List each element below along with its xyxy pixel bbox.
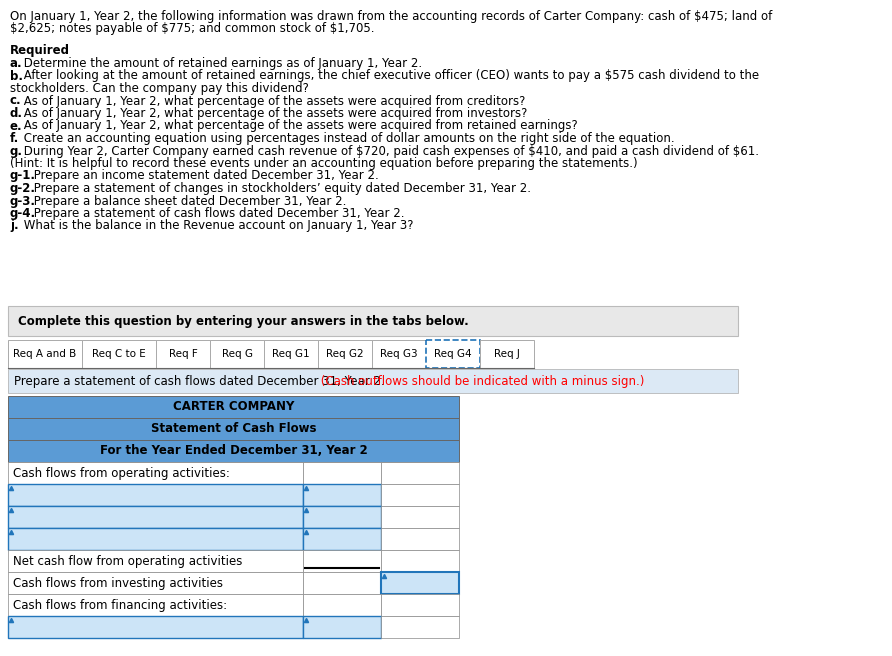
FancyBboxPatch shape	[381, 462, 459, 484]
FancyBboxPatch shape	[381, 528, 459, 550]
Text: Prepare a statement of cash flows dated December 31, Year 2.: Prepare a statement of cash flows dated …	[30, 207, 404, 220]
Text: g-3.: g-3.	[10, 194, 36, 207]
FancyBboxPatch shape	[8, 572, 303, 594]
Text: Req G1: Req G1	[272, 349, 310, 359]
Text: Net cash flow from operating activities: Net cash flow from operating activities	[13, 554, 243, 567]
FancyBboxPatch shape	[8, 418, 459, 440]
FancyBboxPatch shape	[381, 572, 459, 594]
FancyBboxPatch shape	[8, 506, 303, 528]
Text: For the Year Ended December 31, Year 2: For the Year Ended December 31, Year 2	[100, 445, 368, 457]
Text: Req G4: Req G4	[434, 349, 472, 359]
Text: Req G: Req G	[221, 349, 252, 359]
Text: f.: f.	[10, 132, 20, 145]
Text: g.: g.	[10, 144, 23, 157]
Text: Req C to E: Req C to E	[92, 349, 146, 359]
Text: As of January 1, Year 2, what percentage of the assets were acquired from credit: As of January 1, Year 2, what percentage…	[20, 94, 525, 108]
Text: Cash flows from investing activities: Cash flows from investing activities	[13, 577, 223, 590]
FancyBboxPatch shape	[8, 340, 82, 368]
FancyBboxPatch shape	[8, 462, 303, 484]
Text: (Hint: It is helpful to record these events under an accounting equation before : (Hint: It is helpful to record these eve…	[10, 157, 638, 170]
FancyBboxPatch shape	[303, 594, 381, 616]
Text: j.: j.	[10, 220, 19, 232]
Text: On January 1, Year 2, the following information was drawn from the accounting re: On January 1, Year 2, the following info…	[10, 10, 772, 23]
FancyBboxPatch shape	[8, 484, 303, 506]
FancyBboxPatch shape	[381, 506, 459, 528]
Text: d.: d.	[10, 107, 23, 120]
FancyBboxPatch shape	[8, 616, 303, 638]
Text: After looking at the amount of retained earnings, the chief executive officer (C: After looking at the amount of retained …	[20, 70, 759, 83]
Text: a.: a.	[10, 57, 22, 70]
FancyBboxPatch shape	[8, 369, 738, 393]
Text: Prepare a statement of changes in stockholders’ equity dated December 31, Year 2: Prepare a statement of changes in stockh…	[30, 182, 531, 195]
Text: Required: Required	[10, 44, 70, 57]
FancyBboxPatch shape	[372, 340, 426, 368]
Text: As of January 1, Year 2, what percentage of the assets were acquired from invest: As of January 1, Year 2, what percentage…	[20, 107, 527, 120]
FancyBboxPatch shape	[480, 340, 534, 368]
FancyBboxPatch shape	[303, 528, 381, 550]
FancyBboxPatch shape	[8, 306, 738, 336]
Text: g-2.: g-2.	[10, 182, 36, 195]
FancyBboxPatch shape	[426, 340, 480, 368]
Text: Prepare an income statement dated December 31, Year 2.: Prepare an income statement dated Decemb…	[30, 169, 379, 182]
Text: Cash flows from financing activities:: Cash flows from financing activities:	[13, 598, 227, 611]
FancyBboxPatch shape	[303, 550, 381, 572]
FancyBboxPatch shape	[303, 484, 381, 506]
FancyBboxPatch shape	[8, 528, 303, 550]
Text: e.: e.	[10, 119, 22, 133]
Text: c.: c.	[10, 94, 21, 108]
Text: g-1.: g-1.	[10, 169, 36, 182]
FancyBboxPatch shape	[8, 550, 303, 572]
Text: b.: b.	[10, 70, 23, 83]
Text: Determine the amount of retained earnings as of January 1, Year 2.: Determine the amount of retained earning…	[20, 57, 422, 70]
Text: stockholders. Can the company pay this dividend?: stockholders. Can the company pay this d…	[10, 82, 309, 95]
Text: What is the balance in the Revenue account on January 1, Year 3?: What is the balance in the Revenue accou…	[20, 220, 414, 232]
Text: Req A and B: Req A and B	[13, 349, 77, 359]
Text: Req F: Req F	[169, 349, 197, 359]
Text: CARTER COMPANY: CARTER COMPANY	[173, 401, 294, 413]
Text: Prepare a statement of cash flows dated December 31, Year 2.: Prepare a statement of cash flows dated …	[14, 375, 384, 388]
Text: Cash flows from operating activities:: Cash flows from operating activities:	[13, 466, 230, 480]
Text: Statement of Cash Flows: Statement of Cash Flows	[151, 422, 317, 436]
Text: Req G2: Req G2	[326, 349, 364, 359]
Text: As of January 1, Year 2, what percentage of the assets were acquired from retain: As of January 1, Year 2, what percentage…	[20, 119, 578, 133]
Text: $2,625; notes payable of $775; and common stock of $1,705.: $2,625; notes payable of $775; and commo…	[10, 22, 375, 35]
FancyBboxPatch shape	[156, 340, 210, 368]
FancyBboxPatch shape	[381, 594, 459, 616]
FancyBboxPatch shape	[318, 340, 372, 368]
FancyBboxPatch shape	[82, 340, 156, 368]
FancyBboxPatch shape	[303, 572, 381, 594]
FancyBboxPatch shape	[303, 462, 381, 484]
Text: Prepare a balance sheet dated December 31, Year 2.: Prepare a balance sheet dated December 3…	[30, 194, 346, 207]
Text: Create an accounting equation using percentages instead of dollar amounts on the: Create an accounting equation using perc…	[20, 132, 674, 145]
FancyBboxPatch shape	[8, 440, 459, 462]
Text: Req G3: Req G3	[380, 349, 417, 359]
FancyBboxPatch shape	[381, 484, 459, 506]
FancyBboxPatch shape	[303, 506, 381, 528]
FancyBboxPatch shape	[381, 550, 459, 572]
FancyBboxPatch shape	[210, 340, 264, 368]
Text: Req J: Req J	[494, 349, 520, 359]
FancyBboxPatch shape	[381, 616, 459, 638]
Text: (Cash outflows should be indicated with a minus sign.): (Cash outflows should be indicated with …	[317, 375, 644, 388]
FancyBboxPatch shape	[303, 616, 381, 638]
FancyBboxPatch shape	[8, 594, 303, 616]
Text: During Year 2, Carter Company earned cash revenue of $720, paid cash expenses of: During Year 2, Carter Company earned cas…	[20, 144, 759, 157]
FancyBboxPatch shape	[264, 340, 318, 368]
Text: Complete this question by entering your answers in the tabs below.: Complete this question by entering your …	[18, 314, 469, 327]
Text: g-4.: g-4.	[10, 207, 36, 220]
FancyBboxPatch shape	[8, 396, 459, 418]
